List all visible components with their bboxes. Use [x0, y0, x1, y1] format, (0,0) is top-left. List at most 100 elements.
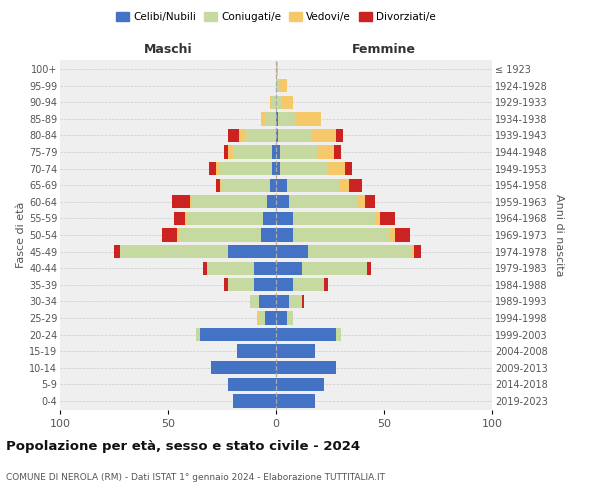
Bar: [259, 294, 276, 308]
Text: Femmine: Femmine: [352, 43, 416, 56]
Bar: [246, 129, 276, 142]
Bar: [349, 178, 362, 192]
Bar: [280, 146, 317, 158]
Y-axis label: Anni di nascita: Anni di nascita: [554, 194, 565, 276]
Bar: [259, 312, 265, 324]
Bar: [276, 62, 278, 76]
Bar: [179, 228, 261, 241]
Bar: [276, 178, 287, 192]
Text: Popolazione per età, sesso e stato civile - 2024: Popolazione per età, sesso e stato civil…: [6, 440, 360, 453]
Bar: [278, 129, 311, 142]
Bar: [272, 146, 276, 158]
Bar: [207, 262, 254, 275]
Bar: [222, 178, 269, 192]
Bar: [190, 195, 192, 208]
Bar: [295, 112, 322, 126]
Bar: [302, 262, 367, 275]
Bar: [233, 146, 272, 158]
Bar: [412, 245, 414, 258]
Bar: [254, 278, 276, 291]
Bar: [276, 278, 293, 291]
Bar: [358, 195, 365, 208]
Bar: [229, 278, 254, 291]
Bar: [200, 328, 276, 341]
Bar: [334, 146, 341, 158]
Bar: [337, 328, 341, 341]
Bar: [203, 262, 207, 275]
Bar: [272, 162, 276, 175]
Bar: [280, 79, 287, 92]
Bar: [257, 312, 259, 324]
Bar: [293, 228, 391, 241]
Bar: [276, 328, 337, 341]
Bar: [250, 294, 259, 308]
Bar: [287, 178, 338, 192]
Bar: [229, 245, 276, 258]
Bar: [161, 228, 176, 241]
Y-axis label: Fasce di età: Fasce di età: [16, 202, 26, 268]
Bar: [287, 312, 293, 324]
Bar: [311, 129, 337, 142]
Bar: [209, 162, 215, 175]
Bar: [114, 245, 121, 258]
Bar: [175, 212, 185, 225]
Bar: [215, 162, 220, 175]
Bar: [176, 228, 179, 241]
Bar: [233, 394, 276, 407]
Bar: [269, 96, 272, 109]
Bar: [261, 112, 265, 126]
Bar: [276, 394, 315, 407]
Bar: [337, 129, 343, 142]
Bar: [278, 112, 295, 126]
Bar: [276, 129, 278, 142]
Bar: [261, 228, 276, 241]
Bar: [263, 212, 276, 225]
Bar: [367, 262, 371, 275]
Bar: [192, 195, 268, 208]
Bar: [229, 146, 233, 158]
Bar: [293, 278, 323, 291]
Bar: [268, 195, 276, 208]
Bar: [237, 344, 276, 358]
Bar: [276, 344, 315, 358]
Bar: [276, 212, 293, 225]
Bar: [302, 294, 304, 308]
Bar: [391, 228, 395, 241]
Bar: [276, 228, 293, 241]
Bar: [276, 162, 280, 175]
Bar: [276, 79, 280, 92]
Text: COMUNE DI NEROLA (RM) - Dati ISTAT 1° gennaio 2024 - Elaborazione TUTTITALIA.IT: COMUNE DI NEROLA (RM) - Dati ISTAT 1° ge…: [6, 473, 385, 482]
Bar: [229, 129, 239, 142]
Bar: [187, 212, 263, 225]
Bar: [254, 262, 276, 275]
Bar: [276, 262, 302, 275]
Bar: [224, 278, 229, 291]
Bar: [308, 245, 412, 258]
Bar: [323, 278, 328, 291]
Bar: [276, 195, 289, 208]
Bar: [121, 245, 229, 258]
Bar: [272, 96, 276, 109]
Bar: [414, 245, 421, 258]
Bar: [395, 228, 410, 241]
Bar: [293, 212, 376, 225]
Bar: [172, 195, 190, 208]
Bar: [276, 112, 278, 126]
Bar: [224, 146, 229, 158]
Bar: [211, 361, 276, 374]
Bar: [280, 162, 328, 175]
Bar: [380, 212, 395, 225]
Bar: [365, 195, 376, 208]
Bar: [376, 212, 380, 225]
Bar: [289, 294, 302, 308]
Bar: [276, 294, 289, 308]
Text: Maschi: Maschi: [143, 43, 193, 56]
Bar: [345, 162, 352, 175]
Bar: [185, 212, 187, 225]
Bar: [269, 178, 276, 192]
Bar: [196, 328, 200, 341]
Bar: [265, 112, 276, 126]
Bar: [239, 129, 246, 142]
Bar: [220, 162, 272, 175]
Bar: [276, 378, 323, 391]
